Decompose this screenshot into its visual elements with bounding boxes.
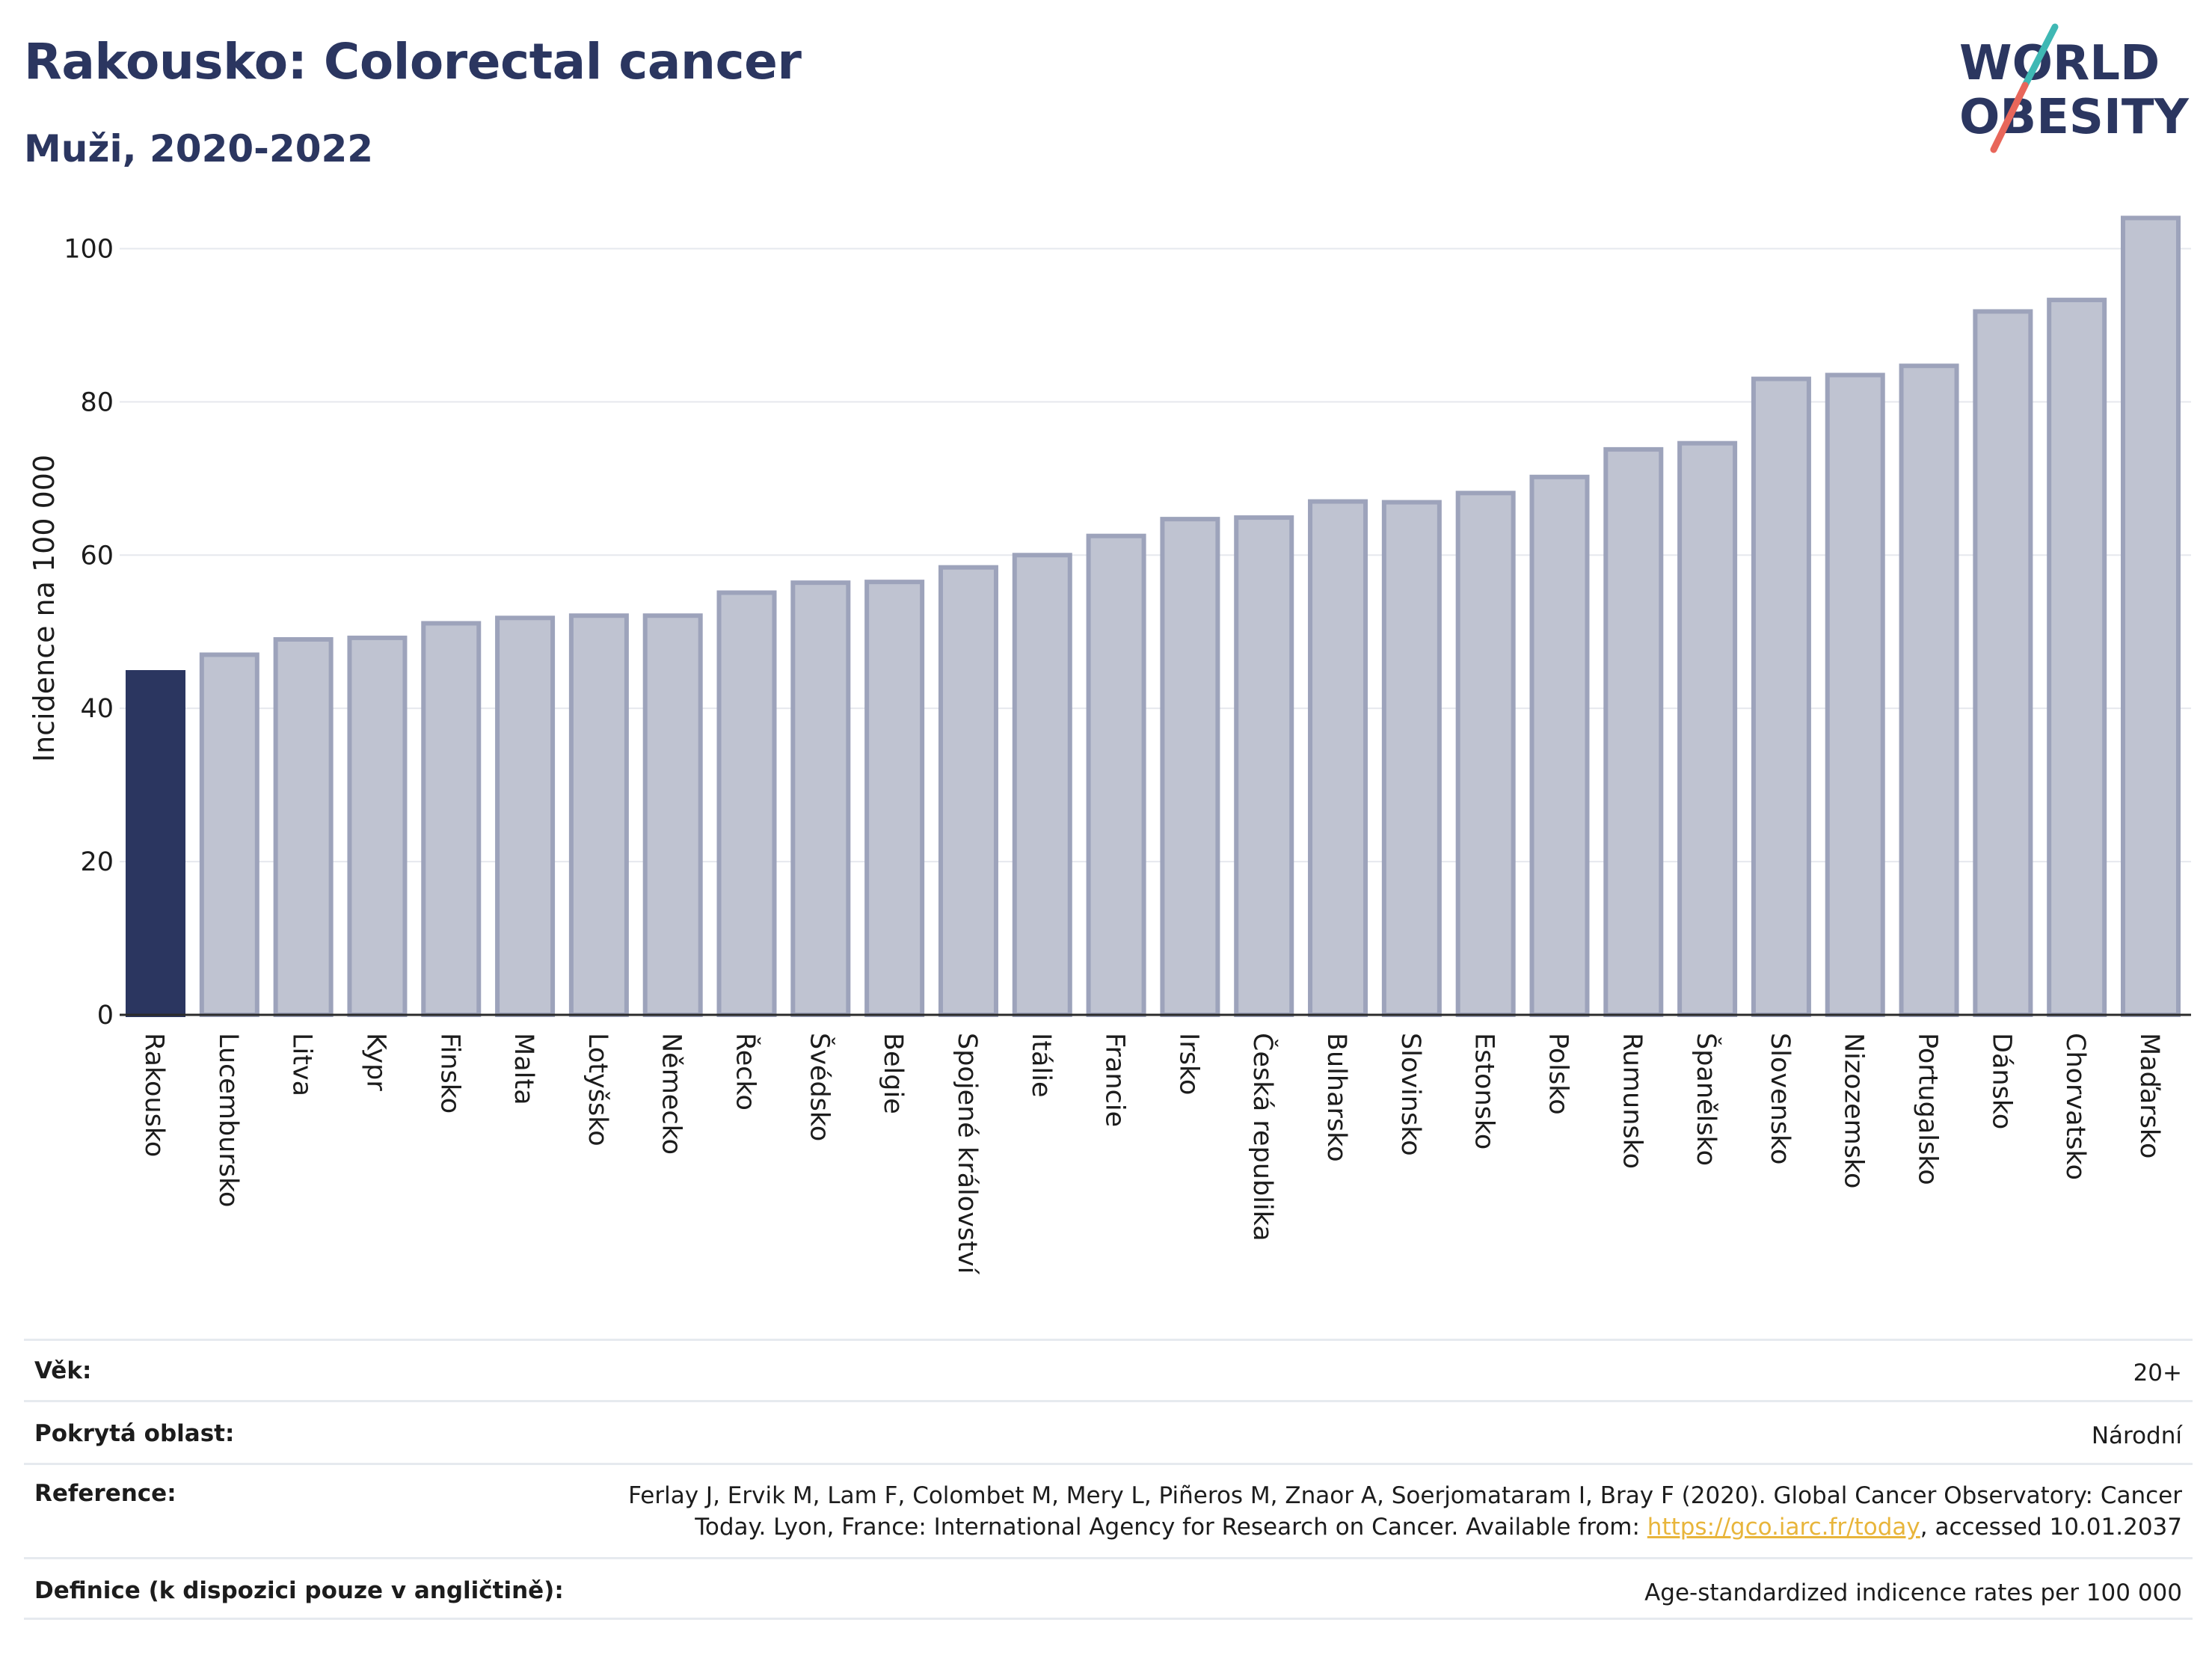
x-tick-label: Nizozemsko [1839, 1033, 1869, 1188]
logo-slash-teal [2021, 23, 2059, 89]
x-tick-label: Česká republika [1247, 1033, 1279, 1241]
bar-rumunsko[interactable] [1603, 446, 1664, 1017]
info-row-definition: Definice (k dispozici pouze v angličtině… [24, 1557, 2193, 1620]
x-tick-label: Dánsko [1986, 1033, 2016, 1129]
x-tick-label: Itálie [1026, 1033, 1056, 1097]
bars [126, 215, 2181, 1018]
y-tick-label: 20 [80, 847, 114, 877]
bar-nizozemsko[interactable] [1825, 372, 1885, 1018]
reference-value: Ferlay J, Ervik M, Lam F, Colombet M, Me… [628, 1480, 2193, 1543]
x-tick-label: Polsko [1543, 1033, 1573, 1115]
x-tick-label: Švédsko [804, 1033, 835, 1141]
reference-text-3: , accessed 10.01.2037 [1920, 1514, 2182, 1541]
x-tick-label: Bulharsko [1321, 1033, 1351, 1162]
bar-dánsko[interactable] [1973, 309, 2033, 1017]
x-tick-label: Španělsko [1691, 1033, 1722, 1166]
bar-francie[interactable] [1086, 533, 1146, 1017]
chart-subtitle: Muži, 2020-2022 [24, 127, 374, 171]
area-value: Národní [2091, 1422, 2182, 1449]
x-tick-label: Rakousko [139, 1033, 169, 1157]
x-tick-label: Spojené království [952, 1033, 982, 1275]
reference-text-1: Ferlay J, Ervik M, Lam F, Colombet M, Me… [628, 1482, 2182, 1509]
x-tick-label: Rumunsko [1617, 1033, 1647, 1169]
bar-malta[interactable] [495, 615, 556, 1017]
y-axis-label: Incidence na 100 000 [28, 455, 61, 762]
x-tick-label: Řecko [731, 1033, 762, 1111]
bar-maďarsko[interactable] [2121, 215, 2181, 1017]
bar-spojené-království[interactable] [938, 565, 998, 1017]
y-tick-label: 60 [80, 541, 114, 571]
y-tick-label: 80 [80, 387, 114, 417]
bar-bulharsko[interactable] [1308, 499, 1368, 1017]
bar-španělsko[interactable] [1677, 440, 1738, 1017]
x-tick-label: Maďarsko [2134, 1033, 2164, 1158]
world-obesity-logo: WORLD OBESITY [1959, 23, 2189, 153]
bar-řecko[interactable] [716, 590, 777, 1017]
age-value: 20+ [2133, 1360, 2182, 1387]
bar-portugalsko[interactable] [1899, 363, 1959, 1017]
x-tick-label: Belgie [878, 1033, 908, 1114]
bar-litva[interactable] [273, 636, 334, 1017]
x-tick-label: Irsko [1173, 1033, 1203, 1095]
info-row-area: Pokrytá oblast: Národní [24, 1400, 2193, 1463]
x-tick-label: Lotyšsko [583, 1033, 612, 1146]
x-tick-label: Chorvatsko [2060, 1033, 2090, 1180]
bar-polsko[interactable] [1529, 474, 1590, 1017]
bar-česká-republika[interactable] [1234, 515, 1294, 1017]
age-label: Věk: [34, 1357, 92, 1384]
x-tick-label: Francie [1100, 1033, 1130, 1127]
info-row-reference: Reference: Ferlay J, Ervik M, Lam F, Col… [24, 1463, 2193, 1557]
bar-estonsko[interactable] [1455, 491, 1516, 1017]
y-tick-label: 40 [80, 694, 114, 724]
bar-irsko[interactable] [1160, 517, 1220, 1017]
reference-label: Reference: [34, 1480, 176, 1507]
x-axis-labels: Rakousko Lucembursko Litva Kypr Finsko Malta L… [139, 1033, 2164, 1275]
bar-německo[interactable] [642, 613, 703, 1017]
x-tick-label: Malta [509, 1033, 538, 1105]
bar-slovinsko[interactable] [1381, 500, 1442, 1017]
area-label: Pokrytá oblast: [34, 1420, 235, 1447]
chart-title: Rakousko: Colorectal cancer [24, 33, 802, 90]
reference-link[interactable]: https://gco.iarc.fr/today [1647, 1514, 1920, 1541]
y-axis-ticks: 0 20 40 60 80 100 [64, 234, 114, 1031]
bar-slovensko[interactable] [1751, 376, 1811, 1017]
bar-belgie[interactable] [864, 580, 925, 1017]
bar-itálie[interactable] [1012, 553, 1072, 1017]
bar-rakousko[interactable] [126, 670, 185, 1018]
x-tick-label: Portugalsko [1913, 1033, 1943, 1185]
info-row-age: Věk: 20+ [24, 1339, 2193, 1400]
bar-lotyšsko[interactable] [568, 613, 629, 1017]
definition-label: Definice (k dispozici pouze v angličtině… [34, 1577, 564, 1604]
definition-value: Age-standardized indicence rates per 100… [1644, 1579, 2182, 1606]
x-tick-label: Estonsko [1469, 1033, 1499, 1149]
x-tick-label: Lucembursko [213, 1033, 243, 1207]
bar-chorvatsko[interactable] [2047, 298, 2107, 1017]
bar-kypr[interactable] [347, 635, 408, 1017]
info-table: Věk: 20+ Pokrytá oblast: Národní Referen… [24, 1339, 2193, 1620]
x-tick-label: Německo [657, 1033, 686, 1155]
logo-line1: WORLD [1959, 36, 2160, 91]
logo-slash-red [1990, 82, 2029, 153]
x-tick-label: Slovinsko [1395, 1033, 1425, 1156]
bar-lucembursko[interactable] [199, 652, 259, 1017]
reference-text-2: Today. Lyon, France: International Agenc… [695, 1514, 1647, 1541]
bar-finsko[interactable] [421, 621, 482, 1017]
y-tick-label: 0 [97, 1001, 114, 1031]
bar-švédsko[interactable] [790, 580, 851, 1017]
y-tick-label: 100 [64, 234, 114, 264]
x-tick-label: Slovensko [1765, 1033, 1795, 1164]
x-tick-label: Litva [287, 1033, 317, 1096]
bar-chart: 0 20 40 60 80 100 Rakousko Lucembursko Litva Kyp… [28, 215, 2191, 1275]
x-tick-label: Finsko [434, 1033, 464, 1114]
x-tick-label: Kypr [360, 1033, 390, 1091]
